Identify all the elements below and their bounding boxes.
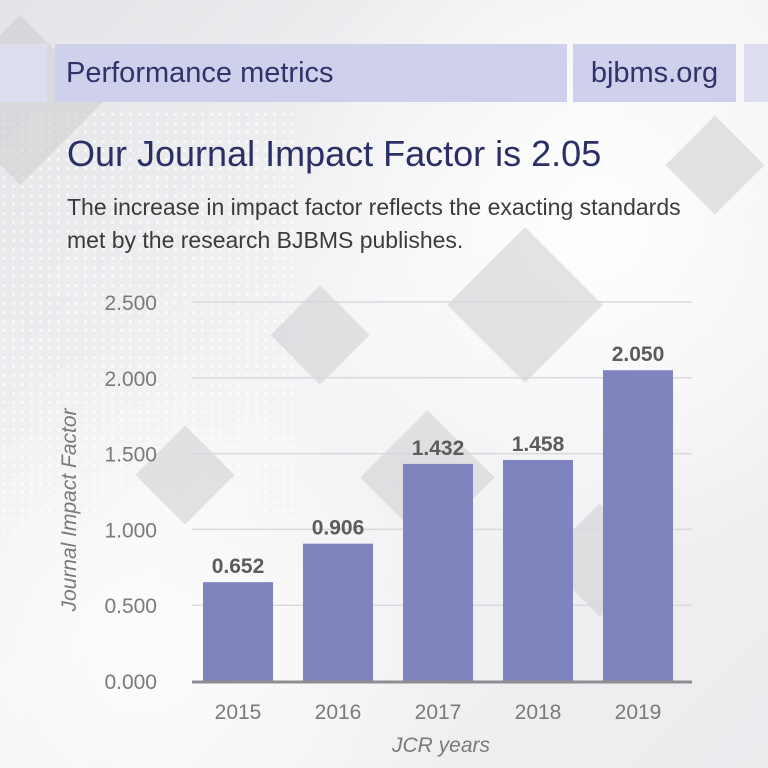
y-tick-label: 1.000 [104, 519, 157, 542]
y-tick-label: 0.000 [104, 671, 157, 694]
site-name: bjbms.org [590, 56, 719, 89]
data-label: 1.458 [512, 433, 565, 456]
x-tick-label: 2017 [415, 701, 462, 724]
y-tick-label: 2.500 [104, 292, 157, 315]
bar [503, 459, 573, 681]
data-label: 0.652 [212, 555, 265, 578]
bar [603, 370, 673, 681]
data-label: 2.050 [612, 343, 665, 366]
y-axis-title: Journal Impact Factor [58, 407, 81, 612]
data-label: 0.906 [312, 517, 365, 540]
subheadline: The increase in impact factor reflects t… [67, 194, 681, 253]
x-axis-title: JCR years [391, 734, 491, 757]
bar [403, 463, 473, 681]
data-label: 1.432 [412, 437, 465, 460]
y-tick-label: 2.000 [104, 368, 157, 391]
bar [203, 582, 273, 681]
x-tick-label: 2016 [315, 701, 362, 724]
header-accent-left [0, 44, 47, 102]
x-tick-label: 2015 [215, 701, 262, 724]
headline: Our Journal Impact Factor is 2.05 [67, 133, 602, 174]
header-accent-right [744, 44, 768, 102]
bar [303, 543, 373, 681]
x-tick-label: 2018 [515, 701, 562, 724]
section-title: Performance metrics [66, 56, 334, 89]
y-tick-label: 1.500 [104, 444, 157, 467]
header-site-band: bjbms.org [573, 44, 736, 102]
y-tick-label: 0.500 [104, 595, 157, 618]
x-tick-label: 2019 [615, 701, 662, 724]
header-section-band: Performance metrics [55, 44, 567, 102]
